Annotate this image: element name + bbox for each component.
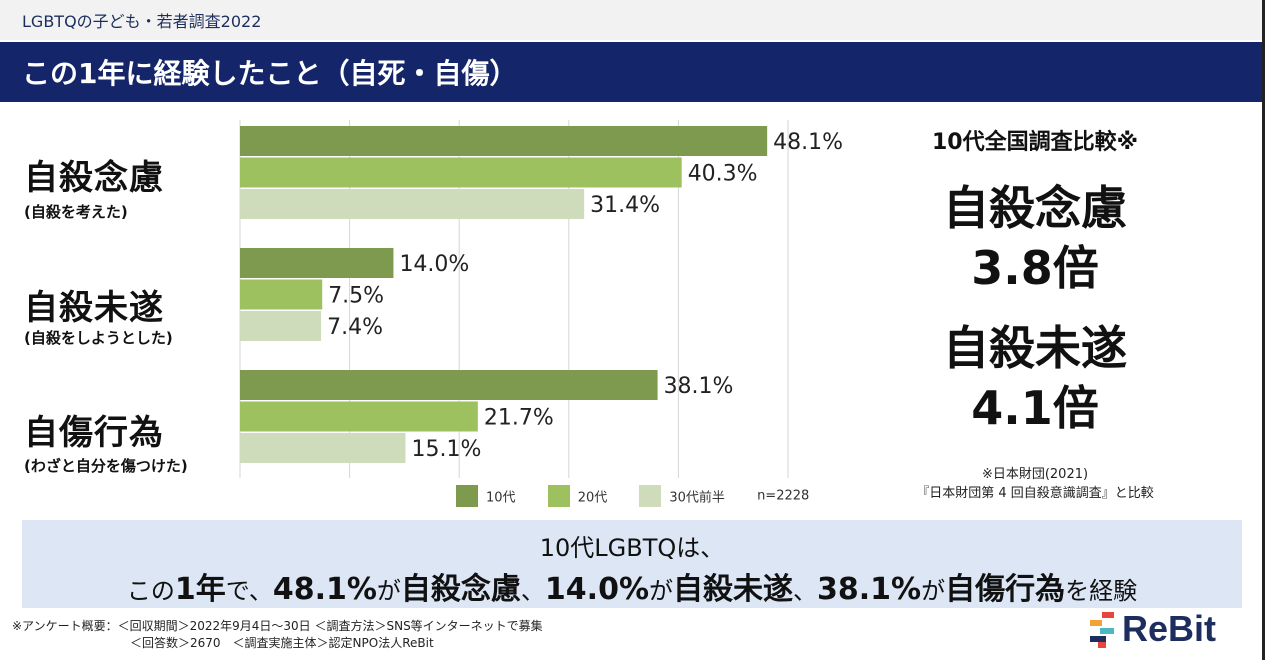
data-label-3-2: 21.7% — [484, 406, 554, 431]
summary-part: 38.1% — [817, 572, 922, 607]
summary-part: が — [921, 577, 946, 605]
footnote-line1: ※アンケート概要：＜回収期間＞2022年9月4日〜30日 ＜調査方法＞SNS等イ… — [12, 619, 543, 633]
data-label-2-1: 14.0% — [399, 252, 469, 277]
legend-item-20s: 20代 — [547, 485, 608, 507]
summary-part: を経験 — [1065, 577, 1138, 605]
comparison-heading: 10代全国調査比較※ — [931, 130, 1138, 155]
survey-label: LGBTQの子ども・若者調査2022 — [22, 12, 262, 31]
footnote-line2: ＜回答数＞2670 ＜調査実施主体＞認定NPO法人ReBit — [130, 636, 434, 650]
bar-2-2 — [240, 279, 323, 310]
category-subtitle-ideation: (自殺を考えた) — [24, 203, 128, 221]
bar-2-3 — [240, 311, 322, 341]
page-title: この1年に経験したこと（自死・自傷） — [22, 57, 518, 90]
category-title-ideation: 自殺念慮 — [24, 158, 164, 198]
comparison-item2-ratio: 4.1倍 — [971, 381, 1099, 435]
summary-part: 48.1% — [272, 572, 377, 607]
summary-part: 自殺未遂 — [673, 572, 793, 607]
bar-3-3 — [240, 433, 406, 463]
survey-footnote: ※アンケート概要：＜回収期間＞2022年9月4日〜30日 ＜調査方法＞SNS等イ… — [12, 618, 543, 652]
comparison-item1-ratio: 3.8倍 — [971, 241, 1099, 295]
legend-swatch-30s — [639, 485, 662, 507]
summary-part: 14.0% — [544, 572, 649, 607]
data-label-2-2: 7.5% — [328, 284, 384, 309]
legend-swatch-10s — [456, 485, 478, 507]
bar-1-1 — [240, 126, 768, 156]
rebit-logo-icon — [1090, 612, 1114, 648]
sample-size: n=2228 — [757, 488, 810, 504]
window-edge — [1262, 0, 1265, 660]
category-title-attempt: 自殺未遂 — [24, 288, 164, 328]
summary-part: 、 — [793, 577, 817, 605]
bar-1-2 — [240, 157, 682, 188]
legend-label-10s: 10代 — [486, 490, 516, 506]
summary-part: が — [649, 577, 673, 605]
summary-box: 10代LGBTQは、 この1年で、48.1%が自殺念慮、14.0%が自殺未遂、3… — [22, 520, 1242, 608]
category-subtitle-attempt: (自殺をしようとした) — [24, 329, 173, 347]
comparison-source: ※日本財団(2021) 『日本財団第 4 回自殺意識調査』と比較 — [850, 465, 1220, 503]
logo-block — [1100, 628, 1114, 634]
summary-part: 自殺念慮 — [400, 572, 521, 607]
bar-3-2 — [240, 401, 478, 432]
summary-part: が — [376, 577, 401, 605]
title-bar: この1年に経験したこと（自死・自傷） — [0, 42, 1262, 102]
category-title-selfharm: 自傷行為 — [24, 413, 164, 453]
bar-1-3 — [240, 189, 585, 219]
chart-legend: 10代 20代 30代前半 n=2228 — [456, 485, 809, 507]
summary-part: で、 — [225, 577, 273, 605]
summary-part: 1年 — [174, 572, 226, 607]
bar-2-1 — [240, 248, 394, 278]
category-subtitle-selfharm: (わざと自分を傷つけた) — [24, 457, 188, 475]
comparison-item1-name: 自殺念慮 — [943, 181, 1127, 235]
summary-part: 、 — [520, 577, 545, 605]
legend-swatch-20s — [547, 485, 570, 507]
legend-item-10s: 10代 — [456, 485, 516, 507]
summary-line2: この1年で、48.1%が自殺念慮、14.0%が自殺未遂、38.1%が自傷行為を経… — [22, 564, 1242, 608]
data-label-2-3: 7.4% — [327, 315, 383, 340]
comparison-item2-name: 自殺未遂 — [943, 321, 1127, 375]
data-label-3-1: 38.1% — [664, 374, 734, 399]
comparison-source-line1: ※日本財団(2021) — [981, 467, 1089, 482]
legend-item-30s: 30代前半 — [639, 485, 725, 507]
data-label-1-2: 40.3% — [688, 162, 758, 187]
summary-part: 自傷行為 — [945, 572, 1066, 607]
bar-3-1 — [240, 370, 658, 400]
logo-block — [1090, 636, 1106, 642]
summary-line1: 10代LGBTQは、 — [539, 534, 725, 562]
legend-label-20s: 20代 — [577, 490, 608, 506]
summary-part: この — [126, 577, 175, 605]
top-bar: LGBTQの子ども・若者調査2022 — [0, 0, 1265, 40]
data-label-1-3: 31.4% — [590, 193, 660, 218]
rebit-logo-text: ReBit — [1122, 608, 1217, 649]
data-label-1-1: 48.1% — [773, 130, 843, 155]
logo-block — [1098, 642, 1106, 648]
legend-label-30s: 30代前半 — [669, 490, 725, 506]
logo-block — [1090, 620, 1102, 626]
logo-block — [1102, 612, 1114, 618]
data-label-3-3: 15.1% — [411, 437, 481, 462]
comparison-source-line2: 『日本財団第 4 回自殺意識調査』と比較 — [916, 486, 1154, 501]
